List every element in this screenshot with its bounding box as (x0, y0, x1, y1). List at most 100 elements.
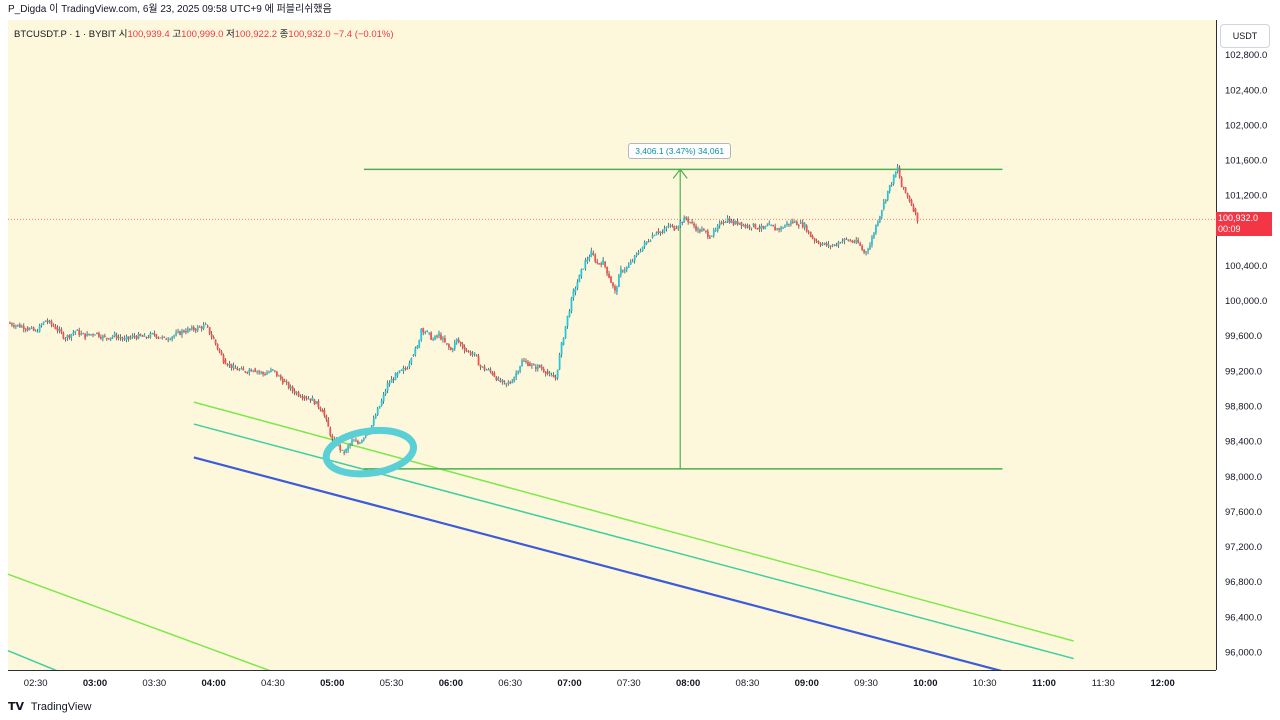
candle-body (36, 331, 39, 333)
candle-body (157, 337, 160, 339)
candle-body (424, 331, 427, 333)
time-axis[interactable]: 02:30 03:00 03:30 04:00 04:30 05:00 05:30 06:00… (8, 670, 1216, 692)
candle-body (600, 263, 603, 265)
candle-body (418, 339, 421, 348)
high-label: 고 (172, 29, 182, 40)
chart-pane[interactable]: BTCUSDT.P · 1 · BYBIT 시100,939.4 고100,99… (8, 20, 1216, 670)
candle-body (161, 336, 164, 338)
candle-body (841, 241, 844, 243)
candle-body (673, 225, 676, 231)
candle-body (473, 352, 476, 354)
trendline-upper (193, 401, 1074, 642)
candle-body (192, 327, 195, 331)
candle-body (546, 371, 549, 374)
candle-body (323, 410, 326, 416)
candle-body (882, 201, 885, 209)
candle-body (675, 228, 678, 230)
y-tick-label: 100,400.0 (1225, 261, 1267, 272)
candle-body (378, 405, 381, 409)
candle-body (291, 386, 294, 392)
candle-body (102, 335, 104, 339)
candle-body (127, 336, 130, 339)
candle-body (525, 360, 527, 362)
candle-body (835, 244, 838, 246)
candle-body (145, 337, 148, 339)
candle-body (228, 363, 231, 366)
symbol-legend: BTCUSDT.P · 1 · BYBIT 시100,939.4 고100,99… (14, 26, 394, 40)
candle-body (479, 365, 482, 368)
candle-body (390, 379, 393, 383)
candle-body (307, 398, 310, 400)
candle-body (143, 334, 146, 337)
candle-body (795, 221, 798, 226)
candle-body (339, 445, 342, 450)
candle-body (260, 372, 262, 374)
currency-button[interactable]: USDT (1220, 24, 1270, 48)
candle-body (625, 267, 628, 270)
candle-body (831, 245, 834, 247)
candle-body (760, 225, 763, 230)
candle-body (594, 255, 597, 262)
candle-body (515, 373, 518, 378)
candle-body (495, 376, 498, 381)
x-tick-label: 05:30 (380, 678, 404, 689)
candle-body (797, 225, 800, 227)
candle-body (645, 241, 648, 244)
candle-body (754, 223, 757, 229)
candle-body (434, 335, 436, 340)
trendline-mid (193, 423, 1074, 660)
candle-body (896, 166, 899, 172)
candle-body (663, 228, 666, 233)
candle-body (28, 328, 31, 330)
measure-label[interactable]: 3,406.1 (3.47%) 34,061 (628, 143, 732, 160)
candle-body (880, 210, 883, 217)
candle-body (576, 282, 579, 289)
candle-body (98, 333, 100, 337)
candle-body (226, 364, 229, 366)
candle-body (651, 235, 654, 238)
candle-body (843, 238, 846, 242)
close-label: 종 (279, 29, 289, 40)
candle-body (394, 373, 397, 381)
candle-body (275, 371, 278, 376)
candle-body (780, 227, 782, 230)
candle-body (706, 231, 709, 237)
candle-body (566, 315, 569, 327)
candle-body (867, 249, 869, 252)
candle-body (70, 334, 73, 338)
x-tick-label: 12:00 (1150, 678, 1174, 689)
candle-body (234, 367, 237, 369)
candle-body (740, 222, 743, 226)
trendline-far-upper (8, 573, 271, 670)
candle-body (574, 288, 577, 293)
candle-body (481, 366, 484, 368)
candle-body (552, 375, 555, 378)
candle-body (311, 397, 314, 401)
candle-body (15, 325, 17, 327)
price-axis[interactable]: 102,800.0 102,400.0 102,000.0 101,600.0 101,… (1216, 20, 1272, 670)
candle-body (382, 394, 385, 402)
candle-body (807, 231, 810, 233)
candle-body (345, 449, 347, 453)
y-tick-label: 100,000.0 (1225, 296, 1267, 307)
candle-body (513, 377, 516, 382)
symbol-name[interactable]: BTCUSDT.P · 1 · BYBIT (14, 29, 117, 40)
candle-body (811, 236, 814, 239)
candle-body (529, 363, 531, 366)
candle-body (875, 225, 877, 234)
candle-body (527, 361, 529, 366)
candle-body (772, 224, 775, 227)
price-chart[interactable] (8, 20, 1216, 670)
candle-body (66, 335, 69, 338)
trendline-far-lower (8, 649, 58, 670)
candle-body (734, 221, 737, 224)
candle-body (825, 242, 828, 246)
candle-body (491, 371, 494, 375)
candle-body (426, 330, 429, 332)
candle-body (44, 320, 47, 322)
candle-body (123, 338, 126, 340)
candle-body (376, 408, 379, 416)
candle-body (252, 370, 255, 372)
candle-body (505, 383, 508, 385)
y-tick-label: 102,000.0 (1225, 120, 1267, 131)
